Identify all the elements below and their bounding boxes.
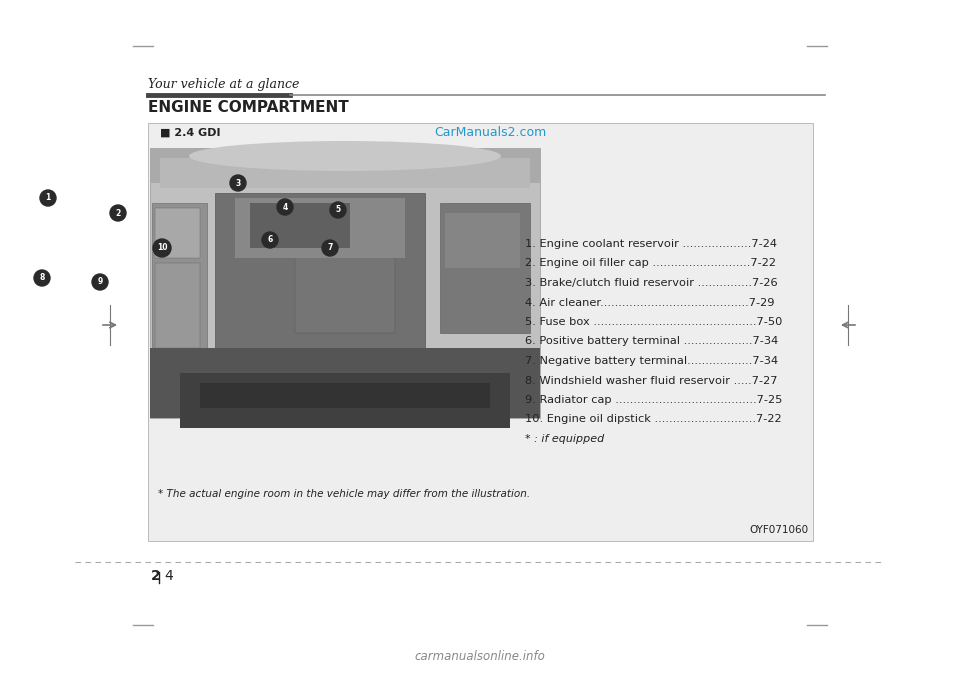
Circle shape bbox=[92, 274, 108, 290]
Text: 2: 2 bbox=[115, 209, 121, 218]
Text: 1. Engine coolant reservoir ...................7-24: 1. Engine coolant reservoir ............… bbox=[525, 239, 777, 249]
Bar bbox=[295, 248, 395, 333]
Text: 2: 2 bbox=[151, 569, 160, 583]
Text: OYF071060: OYF071060 bbox=[749, 525, 808, 535]
Bar bbox=[148, 123, 813, 541]
Text: 5. Fuse box .............................................7-50: 5. Fuse box ............................… bbox=[525, 317, 782, 327]
Text: 8. Windshield washer fluid reservoir .....7-27: 8. Windshield washer fluid reservoir ...… bbox=[525, 376, 778, 386]
Circle shape bbox=[230, 175, 246, 191]
Bar bbox=[155, 208, 200, 258]
Text: 4. Air cleaner.........................................7-29: 4. Air cleaner..........................… bbox=[525, 298, 775, 308]
Text: 6: 6 bbox=[268, 235, 273, 245]
Text: 9. Radiator cap .......................................7-25: 9. Radiator cap ........................… bbox=[525, 395, 782, 405]
Circle shape bbox=[330, 202, 346, 218]
Text: 7: 7 bbox=[327, 243, 333, 252]
Bar bbox=[445, 213, 520, 268]
Text: 2. Engine oil filler cap ...........................7-22: 2. Engine oil filler cap ...............… bbox=[525, 258, 776, 268]
Text: 10. Engine oil dipstick ............................7-22: 10. Engine oil dipstick ................… bbox=[525, 414, 781, 424]
Text: 7. Negative battery terminal..................7-34: 7. Negative battery terminal............… bbox=[525, 356, 779, 366]
Bar bbox=[440, 203, 530, 333]
Bar bbox=[152, 203, 207, 353]
Text: 3: 3 bbox=[235, 178, 241, 188]
Text: Your vehicle at a glance: Your vehicle at a glance bbox=[148, 78, 300, 91]
Ellipse shape bbox=[189, 141, 501, 171]
Bar bbox=[155, 263, 200, 348]
Text: 10: 10 bbox=[156, 243, 167, 252]
Text: 4: 4 bbox=[282, 203, 288, 212]
Text: ENGINE COMPARTMENT: ENGINE COMPARTMENT bbox=[148, 100, 348, 115]
Text: CarManuals2.com: CarManuals2.com bbox=[434, 126, 546, 139]
Bar bbox=[250, 203, 350, 248]
Bar bbox=[150, 348, 540, 418]
Circle shape bbox=[110, 205, 126, 221]
Circle shape bbox=[322, 240, 338, 256]
Bar bbox=[150, 148, 540, 183]
Text: ■ 2.4 GDI: ■ 2.4 GDI bbox=[160, 128, 221, 138]
Text: 4: 4 bbox=[164, 569, 173, 583]
Text: 3. Brake/clutch fluid reservoir ...............7-26: 3. Brake/clutch fluid reservoir ........… bbox=[525, 278, 778, 288]
Text: 6. Positive battery terminal ...................7-34: 6. Positive battery terminal ...........… bbox=[525, 336, 779, 346]
Circle shape bbox=[153, 239, 171, 257]
Bar bbox=[180, 373, 510, 428]
Text: * : if equipped: * : if equipped bbox=[525, 434, 604, 444]
Bar bbox=[235, 198, 405, 258]
Text: 8: 8 bbox=[39, 273, 45, 283]
Text: 1: 1 bbox=[45, 193, 51, 203]
Circle shape bbox=[40, 190, 56, 206]
Bar bbox=[215, 193, 425, 363]
Text: carmanualsonline.info: carmanualsonline.info bbox=[415, 650, 545, 663]
Bar bbox=[200, 383, 490, 408]
Circle shape bbox=[277, 199, 293, 215]
Circle shape bbox=[34, 270, 50, 286]
Bar bbox=[150, 148, 540, 418]
Circle shape bbox=[262, 232, 278, 248]
Text: * The actual engine room in the vehicle may differ from the illustration.: * The actual engine room in the vehicle … bbox=[158, 489, 530, 499]
Text: 5: 5 bbox=[335, 205, 341, 214]
Text: 9: 9 bbox=[97, 277, 103, 287]
Bar bbox=[160, 158, 530, 188]
